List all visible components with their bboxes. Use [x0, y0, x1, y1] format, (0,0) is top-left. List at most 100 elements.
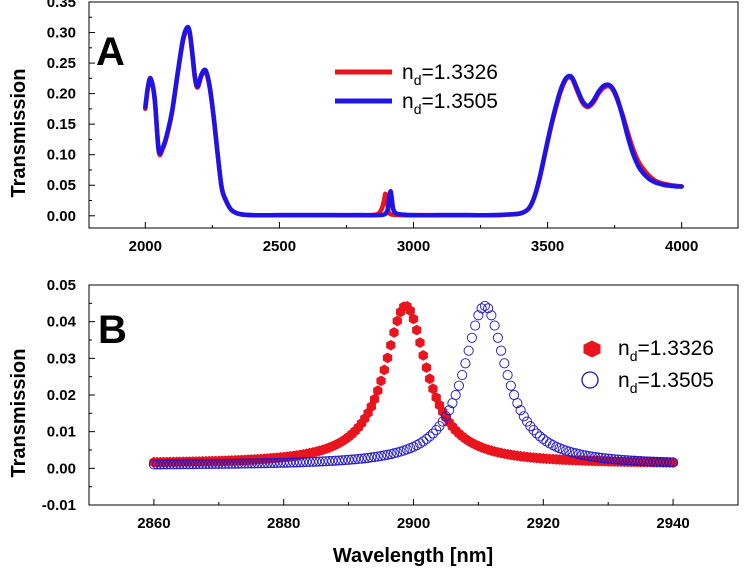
panel-b-point-series-1 — [373, 385, 383, 396]
panel-b-point-series-2 — [625, 455, 636, 466]
panel-b-point-series-2 — [444, 405, 455, 416]
panel-b-point-series-2 — [320, 456, 331, 467]
panel-b-point-series-2 — [388, 448, 400, 459]
panel-b-point-series-2 — [661, 457, 672, 468]
panel-a-series — [143, 24, 684, 218]
panel-b-point-series-2 — [366, 452, 377, 463]
panel-b-ytick-label: -0.01 — [42, 497, 76, 514]
panel-b-point-series-2 — [463, 345, 474, 356]
panel-b-point-series-2 — [603, 453, 614, 464]
panel-a-ytick-label: 0.15 — [47, 116, 76, 133]
panel-b-xtick-label: 2860 — [137, 515, 170, 532]
panel-b-point-series-1 — [369, 393, 380, 405]
panel-a-series-line-1 — [143, 26, 684, 218]
panel-b-legend-marker-1 — [583, 340, 601, 358]
panel-b-point-series-2 — [155, 459, 166, 470]
panel-b-point-series-2 — [379, 450, 390, 461]
panel-b-point-series-1 — [386, 339, 396, 351]
panel-b-ylabel: Transmission — [8, 349, 30, 478]
panel-b-point-series-2 — [275, 457, 286, 468]
panel-b-point-series-2 — [596, 452, 607, 463]
panel-b-point-series-2 — [356, 453, 367, 464]
panel-b-point-series-2 — [152, 459, 163, 470]
panel-b-point-series-2 — [314, 456, 325, 467]
panel-b-point-series-2 — [210, 458, 221, 469]
panel-b-point-series-2 — [645, 456, 656, 467]
panel-b-point-series-2 — [187, 459, 198, 470]
panel-b-point-series-2 — [158, 459, 169, 470]
panel-b-point-series-2 — [226, 458, 237, 469]
panel-b-point-series-1 — [415, 337, 425, 348]
panel-b-point-series-2 — [272, 457, 283, 469]
panel-b-point-series-2 — [268, 457, 280, 469]
panel-b-point-series-2 — [278, 457, 289, 468]
panel-b-letter: B — [98, 308, 127, 352]
panel-b-point-series-2 — [200, 458, 211, 470]
panel-b-ytick-label: 0.03 — [47, 350, 76, 367]
panel-b-legend-label-1-sub: d — [630, 348, 638, 364]
panel-b-point-series-2 — [668, 457, 679, 468]
panel-a-letter: A — [96, 30, 125, 74]
panel-b-point-series-2 — [632, 455, 643, 466]
panel-b-point-series-2 — [457, 370, 468, 381]
panel-b-point-series-2 — [619, 455, 630, 466]
panel-b-ytick-label: 0.05 — [47, 277, 76, 294]
panel-a-ytick-label: 0.05 — [47, 177, 76, 194]
panel-b-point-series-2 — [168, 459, 179, 470]
panel-b: -0.01 0.00 0.01 0.02 0.03 0.04 0.05 2860 2880 29… — [8, 277, 739, 567]
panel-a-legend-label-1-main: n — [402, 61, 414, 84]
panel-a-ytick-label: 0.35 — [47, 0, 76, 11]
panel-b-point-series-2 — [528, 425, 539, 436]
panel-b-point-series-2 — [194, 459, 205, 470]
panel-b-point-series-2 — [648, 456, 659, 467]
panel-b-point-series-2 — [424, 431, 435, 442]
panel-b-point-series-2 — [515, 405, 526, 416]
panel-b-point-series-2 — [262, 458, 273, 469]
panel-b-point-series-2 — [606, 453, 617, 465]
panel-b-point-series-2 — [473, 310, 484, 321]
panel-a-x-ticks: 2000 2500 3000 3500 4000 — [129, 222, 698, 255]
panel-a-legend-label-2-rest: =1.3505 — [421, 90, 498, 113]
panel-b-point-series-2 — [353, 453, 364, 465]
panel-b-point-series-2 — [363, 452, 374, 463]
panel-b-legend-label-2-main: n — [618, 369, 630, 392]
panel-b-point-series-1 — [408, 313, 419, 325]
panel-b-legend-label-2-rest: =1.3505 — [637, 369, 714, 392]
panel-b-point-series-2 — [343, 454, 354, 465]
panel-b-point-series-2 — [161, 459, 172, 470]
panel-b-point-series-2 — [453, 380, 464, 391]
panel-a-ytick-label: 0.20 — [47, 86, 76, 103]
panel-b-point-series-2 — [658, 457, 669, 468]
panel-a-legend-label-2-sub: d — [414, 101, 422, 117]
panel-b-xtick-label: 2880 — [267, 515, 300, 532]
panel-b-point-series-2 — [599, 453, 611, 464]
panel-b-point-series-1 — [366, 401, 376, 412]
panel-b-point-series-2 — [486, 310, 497, 321]
panel-b-point-series-2 — [337, 455, 348, 466]
panel-b-point-series-2 — [421, 434, 432, 445]
panel-b-point-series-2 — [369, 451, 380, 463]
panel-b-point-series-1 — [382, 352, 393, 364]
panel-b-point-series-2 — [249, 458, 260, 469]
panel-b-point-series-2 — [476, 303, 487, 314]
panel-b-legend-label-2-sub: d — [630, 380, 638, 396]
panel-b-legend-label-1: nd=1.3326 — [618, 337, 714, 364]
panel-b-point-series-1 — [389, 327, 399, 338]
panel-b-point-series-2 — [255, 458, 267, 469]
panel-b-point-series-2 — [489, 320, 500, 331]
panel-b-point-series-2 — [518, 411, 529, 422]
panel-b-point-series-2 — [178, 459, 189, 470]
panel-b-ytick-label: 0.01 — [47, 424, 76, 441]
panel-b-point-series-2 — [242, 458, 254, 469]
panel-a-ytick-label: 0.00 — [47, 208, 76, 225]
panel-b-point-series-2 — [531, 428, 542, 439]
panel-b-point-series-1 — [392, 315, 402, 327]
panel-b-point-series-2 — [197, 459, 208, 470]
panel-b-point-series-2 — [330, 455, 341, 466]
panel-b-point-series-2 — [291, 457, 302, 468]
panel-b-point-series-2 — [496, 345, 507, 356]
panel-a-legend-label-1-sub: d — [414, 72, 422, 88]
panel-b-point-series-1 — [428, 383, 438, 395]
panel-b-legend-marker-2 — [581, 371, 599, 389]
